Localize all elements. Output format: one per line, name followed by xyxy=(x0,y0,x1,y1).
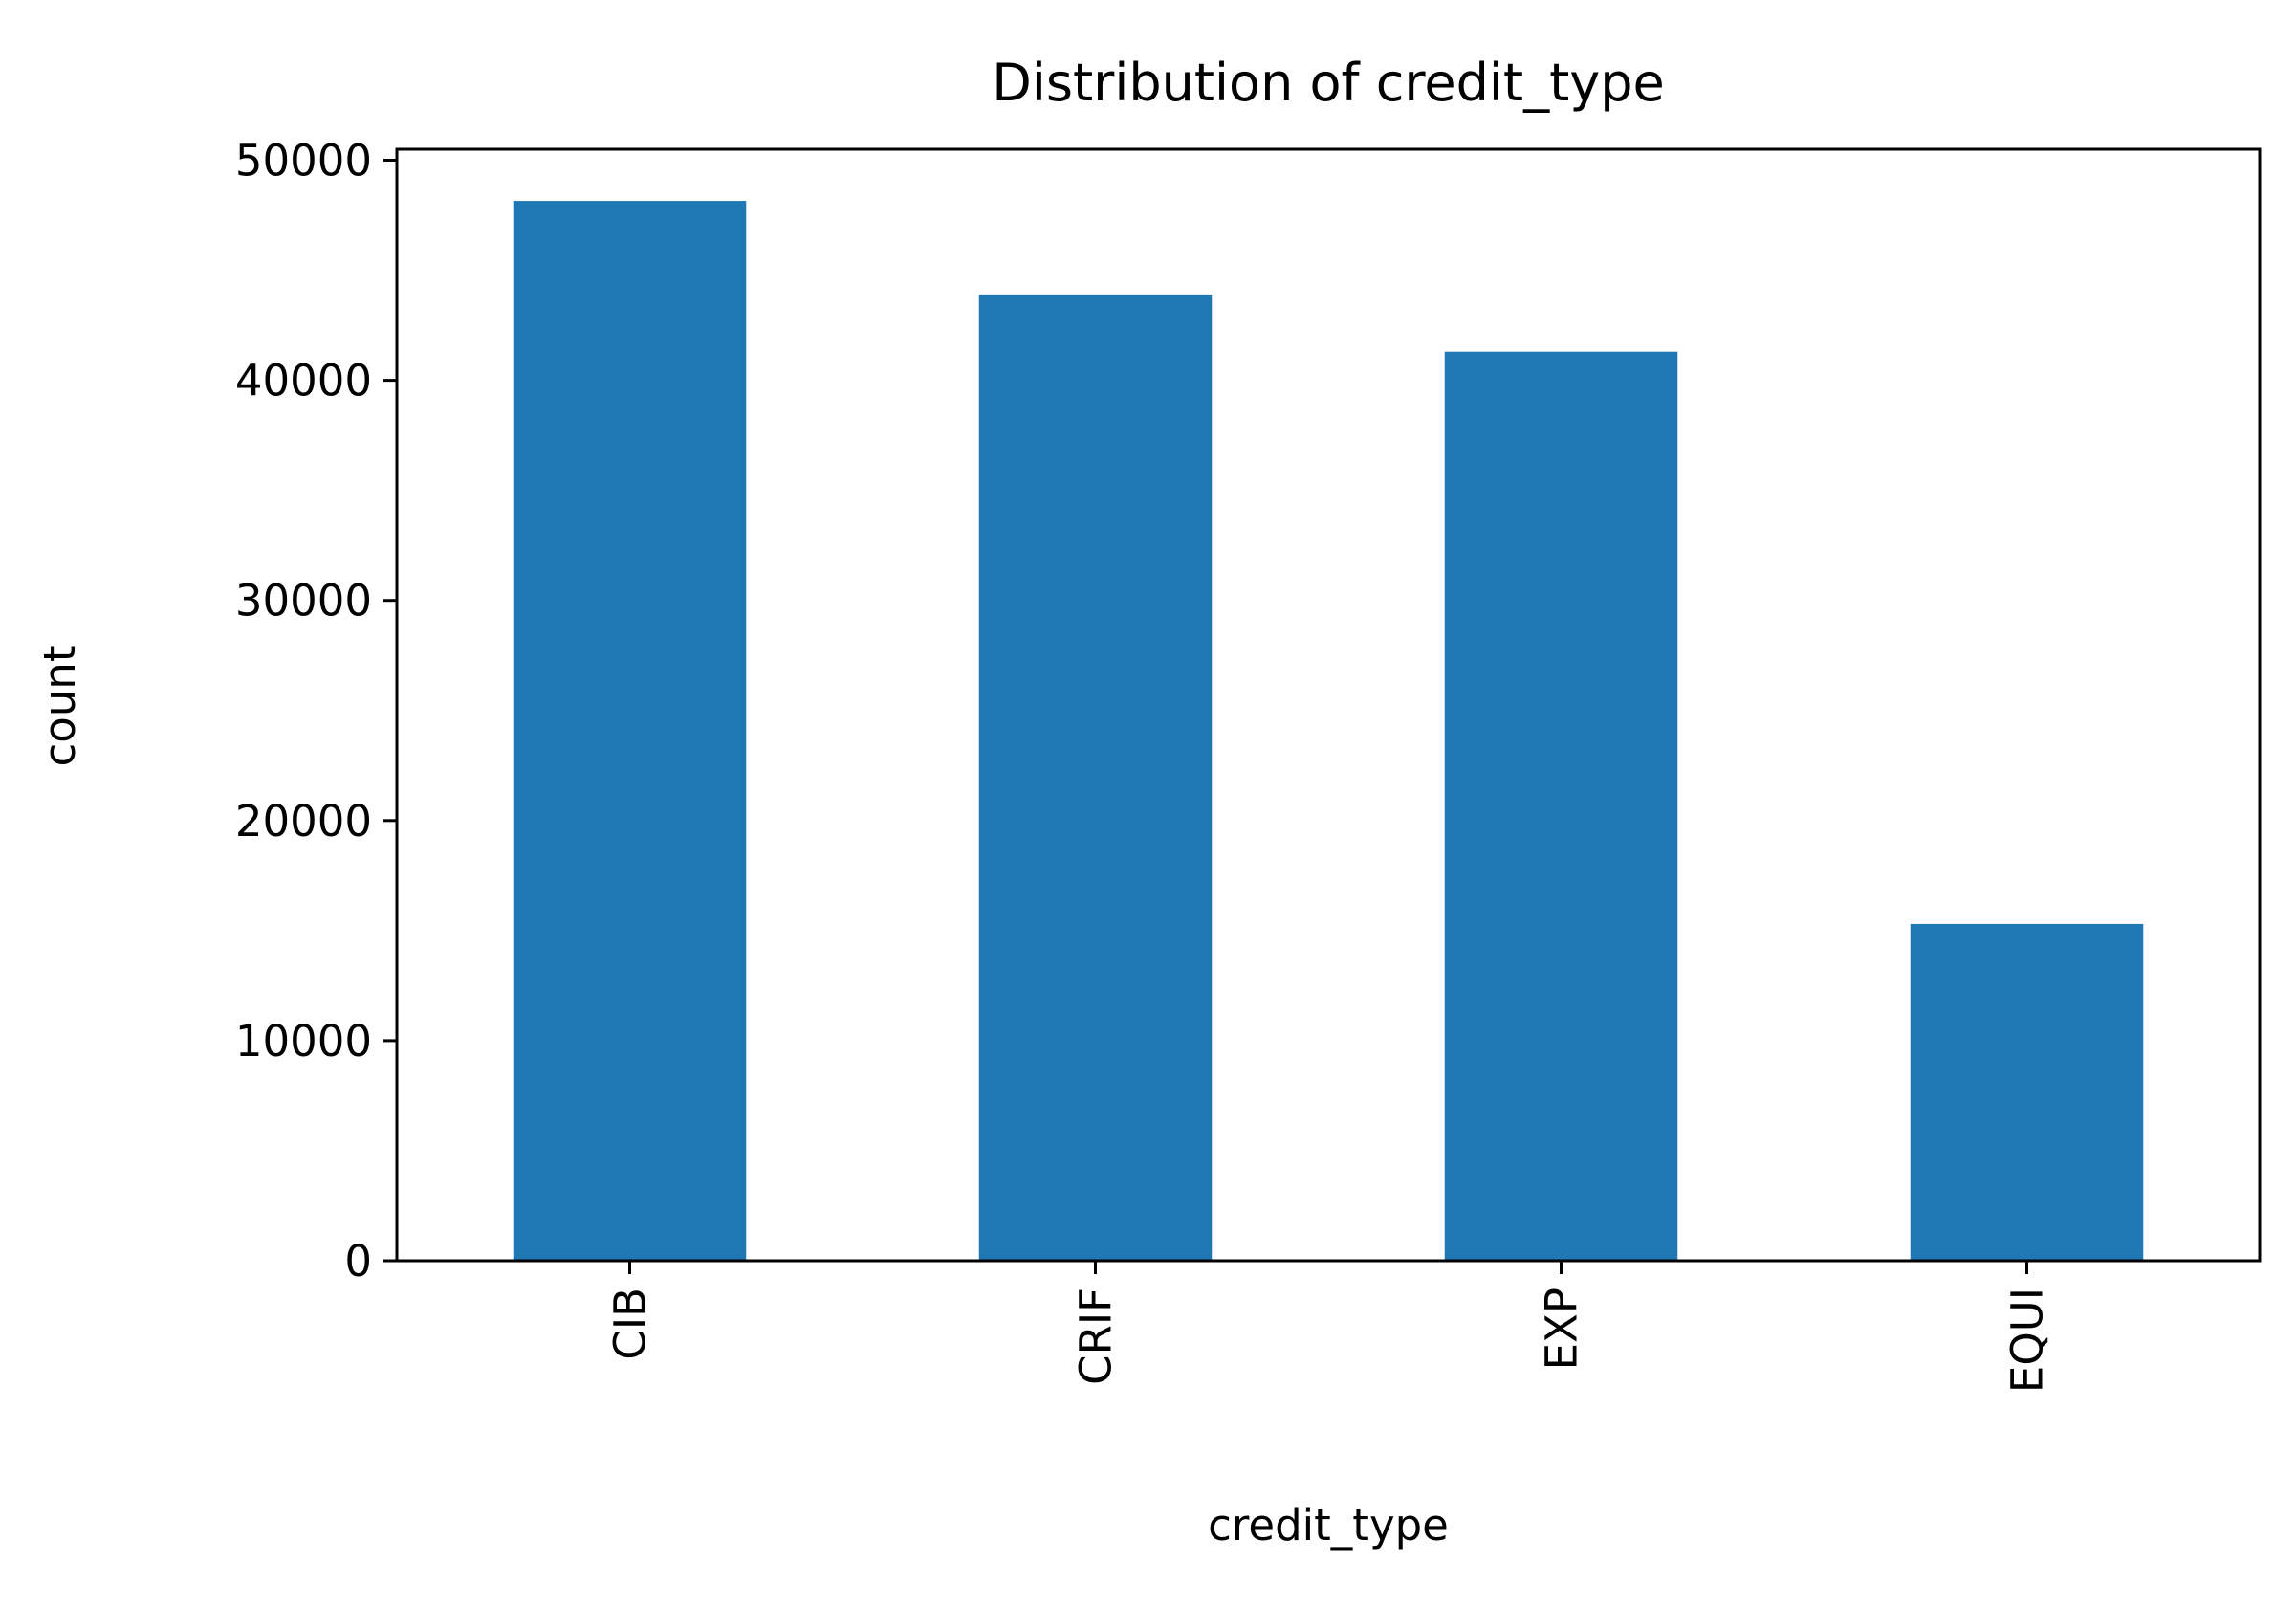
y-tick-label: 10000 xyxy=(235,1016,372,1067)
y-tick-label: 20000 xyxy=(235,796,372,847)
bar-crif xyxy=(978,294,1213,1261)
chart-title: Distribution of credit_type xyxy=(992,53,1664,113)
y-tick-label: 30000 xyxy=(235,576,372,627)
bar-equi xyxy=(1910,923,2144,1261)
x-tick-label-exp: EXP xyxy=(1537,1288,1587,1370)
y-axis-ticks: 0 10000 20000 30000 40000 50000 xyxy=(235,136,397,1287)
bars-group xyxy=(513,201,2144,1262)
x-tick-label-equi: EQUI xyxy=(2002,1288,2053,1393)
y-tick-label: 40000 xyxy=(235,356,372,407)
x-tick-label-cib: CIB xyxy=(605,1288,656,1360)
plot-frame xyxy=(395,147,2262,1263)
bar-exp xyxy=(1444,351,1678,1261)
y-tick-label: 0 xyxy=(344,1236,372,1287)
x-tick-label-crif: CRIF xyxy=(1071,1288,1122,1385)
x-axis-label: credit_type xyxy=(1208,1500,1449,1551)
bar-cib xyxy=(513,201,747,1262)
x-axis-ticks: CIB CRIF EXP EQUI xyxy=(605,1261,2053,1393)
y-tick-label: 50000 xyxy=(235,136,372,187)
y-axis-label: count xyxy=(34,646,85,767)
